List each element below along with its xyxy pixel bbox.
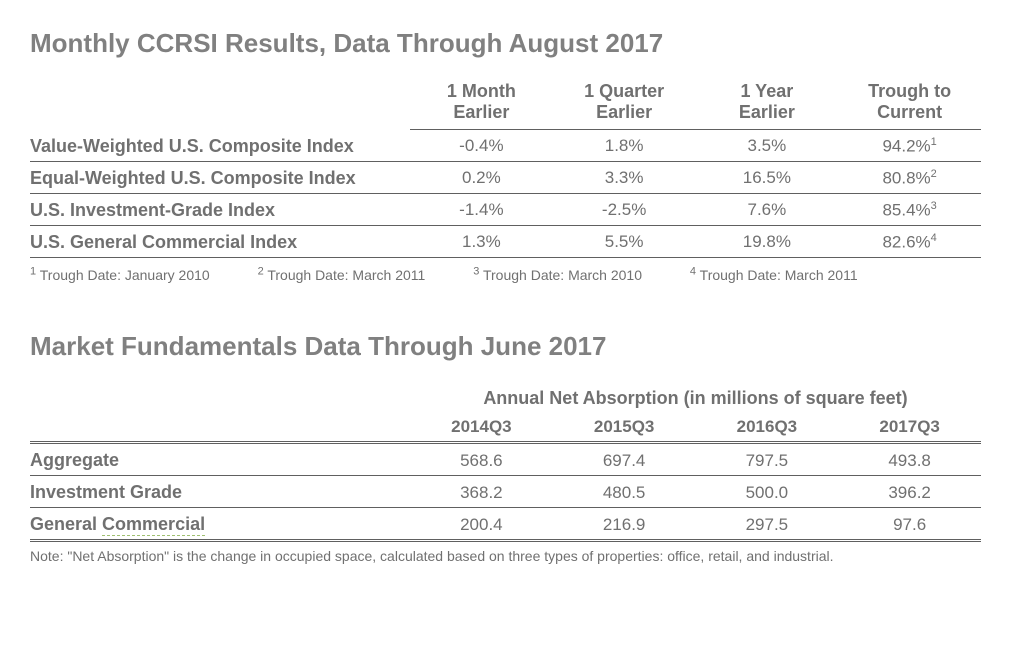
t1-h1: 1 MonthEarlier	[410, 81, 553, 130]
row-label: U.S. Investment-Grade Index	[30, 193, 410, 225]
cell: 1.8%	[553, 130, 696, 162]
footnote: 4 Trough Date: March 2011	[690, 267, 880, 283]
t1-h4: Trough toCurrent	[838, 81, 981, 130]
table-row: U.S. Investment-Grade Index -1.4% -2.5% …	[30, 193, 981, 225]
cell: 200.4	[410, 508, 553, 541]
cell: 3.5%	[696, 130, 839, 162]
cell: 7.6%	[696, 193, 839, 225]
cell: -0.4%	[410, 130, 553, 162]
cell: 94.2%1	[838, 130, 981, 162]
table-row: Equal-Weighted U.S. Composite Index 0.2%…	[30, 161, 981, 193]
cell: 500.0	[696, 476, 839, 508]
cell: 80.8%2	[838, 161, 981, 193]
t2-h1: 2014Q3	[410, 417, 553, 443]
row-label: General Commercial	[30, 508, 410, 541]
cell: 493.8	[838, 443, 981, 476]
row-label: Aggregate	[30, 443, 410, 476]
t2-h2: 2015Q3	[553, 417, 696, 443]
cell: 1.3%	[410, 225, 553, 257]
cell: 16.5%	[696, 161, 839, 193]
row-label: Investment Grade	[30, 476, 410, 508]
t1-h2: 1 QuarterEarlier	[553, 81, 696, 130]
t2-h3: 2016Q3	[696, 417, 839, 443]
footnote: 2 Trough Date: March 2011	[258, 267, 448, 283]
table-row: Value-Weighted U.S. Composite Index -0.4…	[30, 130, 981, 162]
cell: -2.5%	[553, 193, 696, 225]
cell: 297.5	[696, 508, 839, 541]
section1-title: Monthly CCRSI Results, Data Through Augu…	[30, 28, 981, 59]
cell: 697.4	[553, 443, 696, 476]
note: Note: "Net Absorption" is the change in …	[30, 548, 981, 564]
cell: 396.2	[838, 476, 981, 508]
table-row: U.S. General Commercial Index 1.3% 5.5% …	[30, 225, 981, 257]
cell: 368.2	[410, 476, 553, 508]
row-label: Equal-Weighted U.S. Composite Index	[30, 161, 410, 193]
cell: 5.5%	[553, 225, 696, 257]
overheader: Annual Net Absorption (in millions of sq…	[410, 384, 981, 417]
table-row: General Commercial 200.4 216.9 297.5 97.…	[30, 508, 981, 541]
footnotes: 1 Trough Date: January 2010 2 Trough Dat…	[30, 266, 981, 284]
fundamentals-table: Annual Net Absorption (in millions of sq…	[30, 384, 981, 542]
footnote: 3 Trough Date: March 2010	[473, 267, 664, 283]
cell: 3.3%	[553, 161, 696, 193]
table-row: Aggregate 568.6 697.4 797.5 493.8	[30, 443, 981, 476]
cell: -1.4%	[410, 193, 553, 225]
cell: 82.6%4	[838, 225, 981, 257]
table-row: Investment Grade 368.2 480.5 500.0 396.2	[30, 476, 981, 508]
t2-h4: 2017Q3	[838, 417, 981, 443]
cell: 797.5	[696, 443, 839, 476]
row-label: Value-Weighted U.S. Composite Index	[30, 130, 410, 162]
cell: 568.6	[410, 443, 553, 476]
section2-title: Market Fundamentals Data Through June 20…	[30, 331, 981, 362]
t1-h3: 1 YearEarlier	[696, 81, 839, 130]
cell: 19.8%	[696, 225, 839, 257]
cell: 97.6	[838, 508, 981, 541]
cell: 0.2%	[410, 161, 553, 193]
cell: 480.5	[553, 476, 696, 508]
cell: 216.9	[553, 508, 696, 541]
row-label: U.S. General Commercial Index	[30, 225, 410, 257]
cell: 85.4%3	[838, 193, 981, 225]
footnote: 1 Trough Date: January 2010	[30, 267, 232, 283]
ccrsi-table: 1 MonthEarlier 1 QuarterEarlier 1 YearEa…	[30, 81, 981, 258]
